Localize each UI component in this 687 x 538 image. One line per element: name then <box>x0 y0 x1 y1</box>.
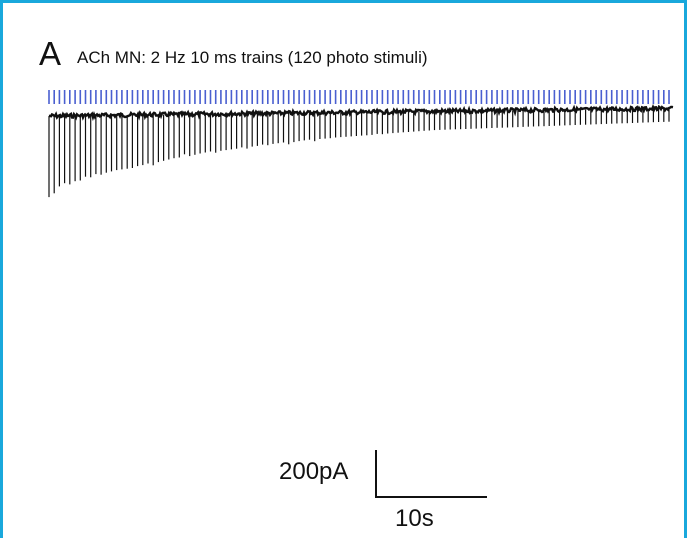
scale-bar-x-label: 10s <box>395 505 434 532</box>
chart-title: ACh MN: 2 Hz 10 ms trains (120 photo sti… <box>77 48 428 67</box>
trace-plot <box>48 90 674 498</box>
stimulus-markers <box>48 90 670 104</box>
current-trace <box>48 103 674 198</box>
panel-label: A <box>39 35 62 72</box>
trace-baseline <box>48 103 674 122</box>
scale-bar-y-label: 200pA <box>279 458 349 485</box>
